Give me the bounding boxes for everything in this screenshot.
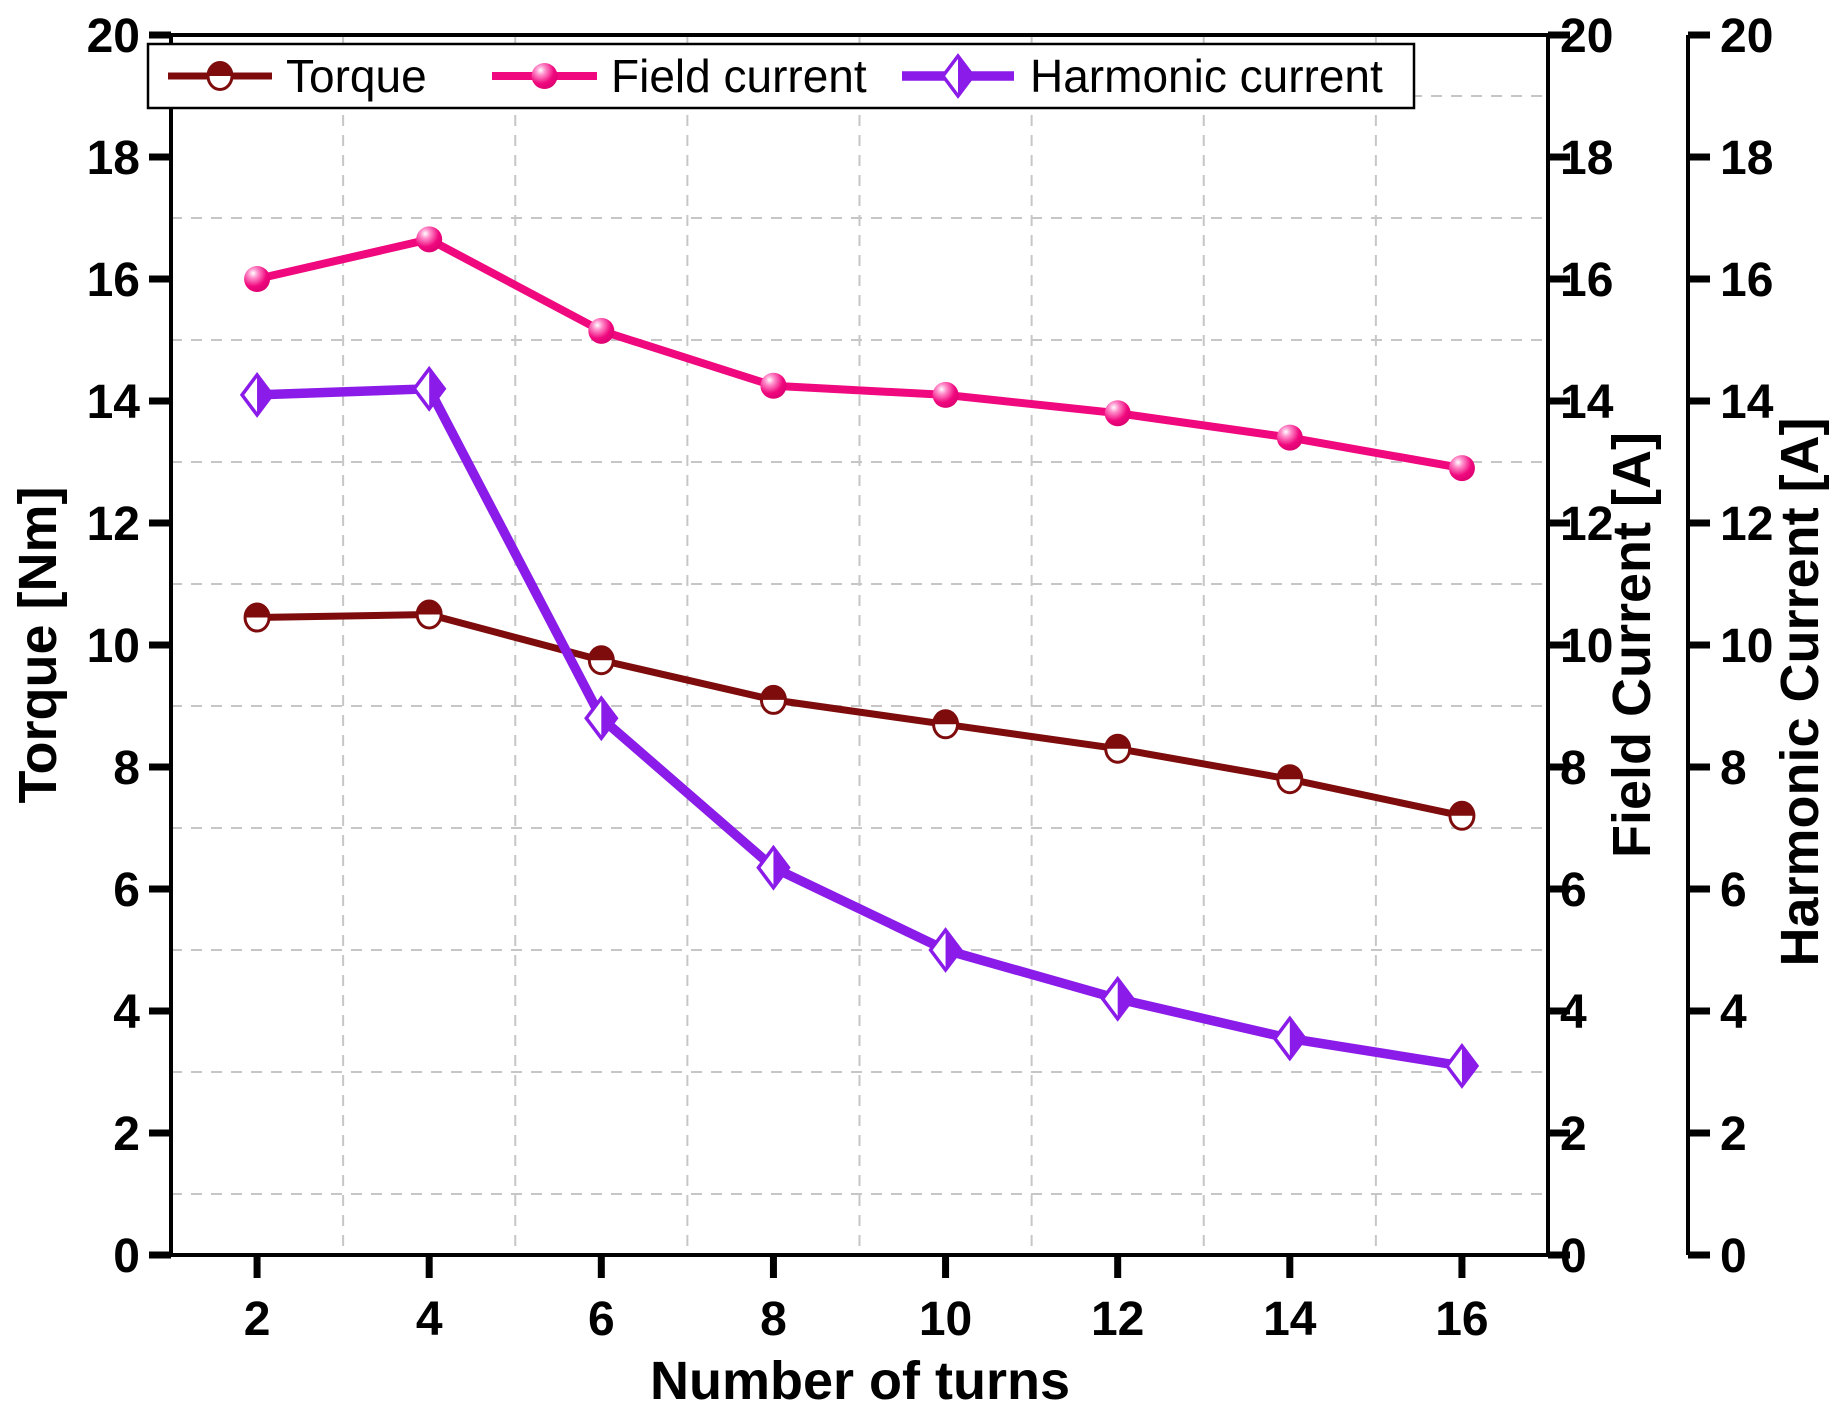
harmonic-axis-tick-label: 0	[1720, 1230, 1747, 1283]
torque-marker-top-half	[1277, 765, 1302, 780]
field-current-marker	[1104, 400, 1131, 427]
left-axis-tick-label: 0	[113, 1230, 140, 1283]
field-current-marker	[531, 63, 558, 89]
legend-label-field-current: Field current	[611, 50, 867, 102]
torque-marker-top-half	[1449, 802, 1474, 816]
y-axis-title-harmonic-current: Harmonic Current [A]	[1770, 417, 1830, 966]
harmonic-current-marker-right-half	[429, 368, 445, 409]
left-axis-tick-label: 12	[87, 498, 140, 551]
harmonic-axis-tick-label: 10	[1720, 620, 1773, 673]
torque-marker-top-half	[1105, 735, 1130, 749]
field-axis-tick-label: 14	[1560, 376, 1614, 429]
field-current-marker	[1448, 455, 1475, 482]
x-axis-tick-label: 6	[588, 1293, 615, 1346]
field-axis-tick-label: 6	[1560, 864, 1587, 917]
harmonic-axis-tick-label: 12	[1720, 498, 1773, 551]
field-current-marker	[760, 372, 787, 399]
harmonic-current-marker-right-half	[1117, 978, 1133, 1019]
harmonic-current-marker-right-half	[773, 847, 789, 888]
x-axis-tick-label: 16	[1435, 1293, 1488, 1346]
torque-marker-top-half	[933, 710, 958, 725]
harmonic-axis-tick-label: 8	[1720, 742, 1747, 795]
torque-marker-top-half	[761, 686, 786, 700]
harmonic-current-marker-right-half	[601, 698, 617, 739]
harmonic-current-marker-right-half	[1289, 1018, 1305, 1059]
field-current-marker	[588, 317, 615, 344]
field-current-marker	[932, 381, 959, 408]
field-axis-tick-label: 8	[1560, 742, 1587, 795]
x-axis-tick-label: 2	[244, 1293, 271, 1346]
harmonic-current-marker-right-half	[945, 930, 961, 970]
harmonic-axis-tick-label: 14	[1720, 376, 1774, 429]
y-axis-title-torque: Torque [Nm]	[8, 487, 68, 804]
harmonic-axis-tick-label: 6	[1720, 864, 1747, 917]
field-current-marker	[416, 226, 443, 253]
left-axis-tick-label: 10	[87, 620, 140, 673]
legend-label-torque: Torque	[286, 50, 427, 102]
legend-label-harmonic-current: Harmonic current	[1030, 50, 1383, 102]
harmonic-axis-tick-label: 2	[1720, 1108, 1747, 1161]
field-axis-tick-label: 16	[1560, 254, 1613, 307]
harmonic-axis-tick-label: 20	[1720, 10, 1773, 63]
harmonic-current-marker-right-half	[958, 56, 973, 96]
left-axis-tick-label: 16	[87, 254, 140, 307]
field-axis-tick-label: 2	[1560, 1108, 1587, 1161]
torque-marker-top-half	[208, 62, 232, 76]
field-current-marker	[244, 266, 271, 292]
series-line-sphere	[256, 235, 1463, 473]
field-axis-tick-label: 4	[1560, 986, 1587, 1039]
x-axis-title: Number of turns	[650, 1351, 1070, 1411]
field-axis-tick-label: 0	[1560, 1230, 1587, 1283]
left-axis-tick-label: 20	[87, 10, 140, 63]
x-axis-tick-label: 10	[919, 1293, 972, 1346]
series-line-half-diamond	[256, 383, 1463, 1071]
left-axis-tick-label: 14	[87, 376, 141, 429]
field-axis-tick-label: 20	[1560, 10, 1613, 63]
torque-marker-top-half	[417, 601, 442, 615]
series-line-half-circle	[257, 610, 1463, 820]
left-axis-tick-label: 2	[113, 1108, 140, 1161]
left-axis-tick-label: 8	[113, 742, 140, 795]
torque-marker-top-half	[245, 604, 270, 618]
harmonic-current-marker-right-half	[1461, 1045, 1477, 1086]
left-axis-tick-label: 6	[113, 864, 140, 917]
field-current-marker	[1276, 424, 1303, 451]
torque-marker-top-half	[589, 646, 614, 661]
field-axis-tick-label: 18	[1560, 132, 1613, 185]
x-axis-tick-label: 14	[1263, 1293, 1317, 1346]
harmonic-axis-tick-label: 16	[1720, 254, 1773, 307]
y-axis-title-field-current: Field Current [A]	[1602, 432, 1662, 858]
legend-box	[146, 42, 1416, 110]
harmonic-axis-tick-label: 18	[1720, 132, 1773, 185]
x-axis-tick-label: 4	[416, 1293, 443, 1346]
x-axis-tick-label: 8	[760, 1293, 787, 1346]
harmonic-current-marker-right-half	[257, 374, 273, 415]
field-axis-tick-label: 12	[1560, 498, 1613, 551]
harmonic-axis-tick-label: 4	[1720, 986, 1747, 1039]
left-axis-tick-label: 4	[113, 986, 140, 1039]
field-axis-tick-label: 10	[1560, 620, 1613, 673]
left-axis-tick-label: 18	[87, 132, 140, 185]
x-axis-tick-label: 12	[1091, 1293, 1144, 1346]
